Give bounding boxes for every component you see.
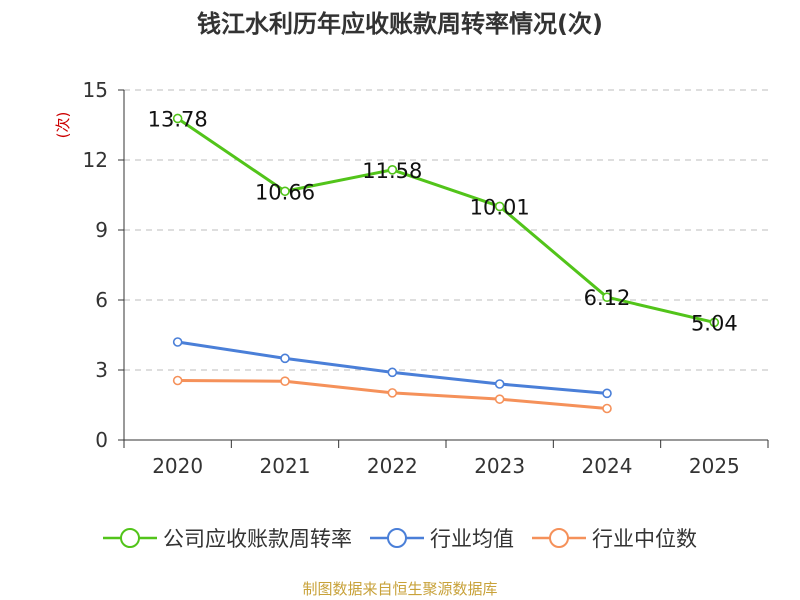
data-label: 6.12 [584, 286, 631, 310]
series-layer [172, 113, 720, 414]
y-tick-label: 9 [95, 218, 108, 242]
legend-dot [549, 528, 569, 548]
axis-layer: 0 3 6 9 12 15 2020 2021 2022 2023 2024 2025 (次) [54, 78, 769, 478]
legend-label: 行业中位数 [592, 527, 697, 551]
data-label: 10.01 [470, 195, 530, 219]
legend-marker-icon [103, 528, 157, 548]
y-tick-label: 12 [83, 148, 108, 172]
x-tick-label: 2021 [260, 454, 311, 478]
chart-title: 钱江水利历年应收账款周转率情况(次) [197, 10, 603, 38]
series-line-0 [176, 117, 715, 324]
data-point-2 [387, 388, 398, 398]
data-label: 11.58 [362, 159, 422, 183]
x-tick-label: 2022 [367, 454, 418, 478]
data-point-0 [494, 201, 505, 212]
data-point-1 [602, 388, 612, 399]
data-point-0 [602, 292, 612, 303]
data-label: 5.04 [691, 311, 738, 335]
data-label: 13.78 [148, 107, 208, 131]
label-layer: 13.78 10.66 11.58 10.01 6.12 5.04 [148, 107, 738, 335]
source-note: 制图数据来自恒生聚源数据库 [302, 580, 498, 598]
data-point-2 [280, 376, 290, 387]
y-tick-label: 6 [95, 288, 108, 312]
x-tick-label: 2025 [689, 454, 740, 478]
data-point-1 [172, 337, 183, 347]
legend: 公司应收账款周转率 行业均值 行业中位数 [0, 518, 800, 558]
y-tick-label: 0 [95, 428, 108, 452]
legend-dot [387, 528, 407, 548]
data-point-0 [709, 317, 720, 328]
data-point-1 [494, 379, 505, 389]
data-point-0 [280, 186, 290, 197]
data-point-0 [172, 113, 183, 124]
data-point-1 [387, 367, 398, 378]
grid-layer [124, 89, 768, 371]
data-point-2 [602, 403, 612, 414]
data-point-2 [172, 375, 183, 386]
data-label: 10.66 [255, 180, 315, 204]
legend-dot [120, 528, 140, 548]
legend-marker-icon [370, 528, 424, 548]
legend-item[interactable]: 行业中位数 [532, 523, 697, 553]
legend-label: 行业均值 [430, 527, 514, 551]
legend-label: 公司应收账款周转率 [163, 527, 352, 551]
y-tick-label: 15 [83, 78, 108, 102]
x-tick-label: 2023 [474, 454, 525, 478]
legend-item[interactable]: 公司应收账款周转率 [103, 523, 352, 553]
data-point-1 [280, 353, 290, 364]
x-tick-label: 2020 [152, 454, 203, 478]
legend-marker-icon [532, 528, 586, 548]
x-tick-label: 2024 [582, 454, 633, 478]
data-point-0 [387, 165, 398, 175]
legend-item[interactable]: 行业均值 [370, 523, 514, 553]
y-axis-label: (次) [54, 112, 72, 139]
data-point-2 [494, 394, 505, 404]
y-tick-label: 3 [95, 358, 108, 382]
